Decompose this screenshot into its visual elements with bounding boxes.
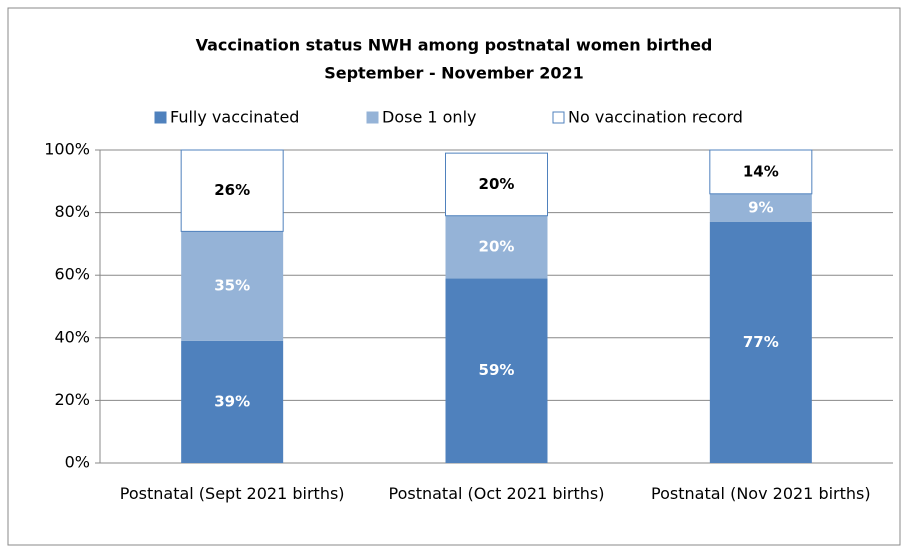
data-label: 20%: [479, 238, 515, 256]
y-tick-label: 100%: [44, 140, 90, 159]
bar-segment: [445, 152, 548, 217]
data-label: 77%: [743, 333, 779, 351]
y-tick-label: 80%: [54, 202, 90, 221]
x-tick-label: Postnatal (Nov 2021 births): [651, 484, 871, 503]
legend-swatch: [154, 111, 167, 124]
data-label: 59%: [479, 361, 515, 379]
legend-swatch: [366, 111, 379, 124]
data-label: 35%: [214, 277, 250, 295]
data-label: 39%: [214, 392, 250, 410]
legend-swatch: [552, 111, 565, 124]
bar-segment: [709, 221, 812, 463]
data-label: 26%: [214, 181, 250, 199]
bar-segment: [445, 278, 548, 463]
bar-segment: [445, 215, 548, 279]
y-tick-label: 0%: [65, 453, 90, 472]
chart-title: September - November 2021: [324, 64, 584, 83]
y-tick-label: 40%: [54, 327, 90, 346]
data-label: 9%: [748, 198, 773, 216]
y-tick-label: 20%: [54, 390, 90, 409]
legend-label: Dose 1 only: [382, 108, 476, 127]
x-tick-label: Postnatal (Oct 2021 births): [388, 484, 605, 503]
legend-label: Fully vaccinated: [170, 108, 299, 127]
data-label: 14%: [743, 162, 779, 180]
bar-segment: [180, 149, 284, 232]
chart-title: Vaccination status NWH among postnatal w…: [196, 36, 713, 55]
x-tick-label: Postnatal (Sept 2021 births): [119, 484, 345, 503]
legend-label: No vaccination record: [568, 108, 743, 127]
y-tick-label: 60%: [54, 265, 90, 284]
bar-segment: [709, 149, 813, 195]
bar-segment: [181, 340, 284, 463]
bar-segment: [709, 193, 812, 222]
bar-segment: [181, 231, 284, 341]
data-label: 20%: [479, 175, 515, 193]
